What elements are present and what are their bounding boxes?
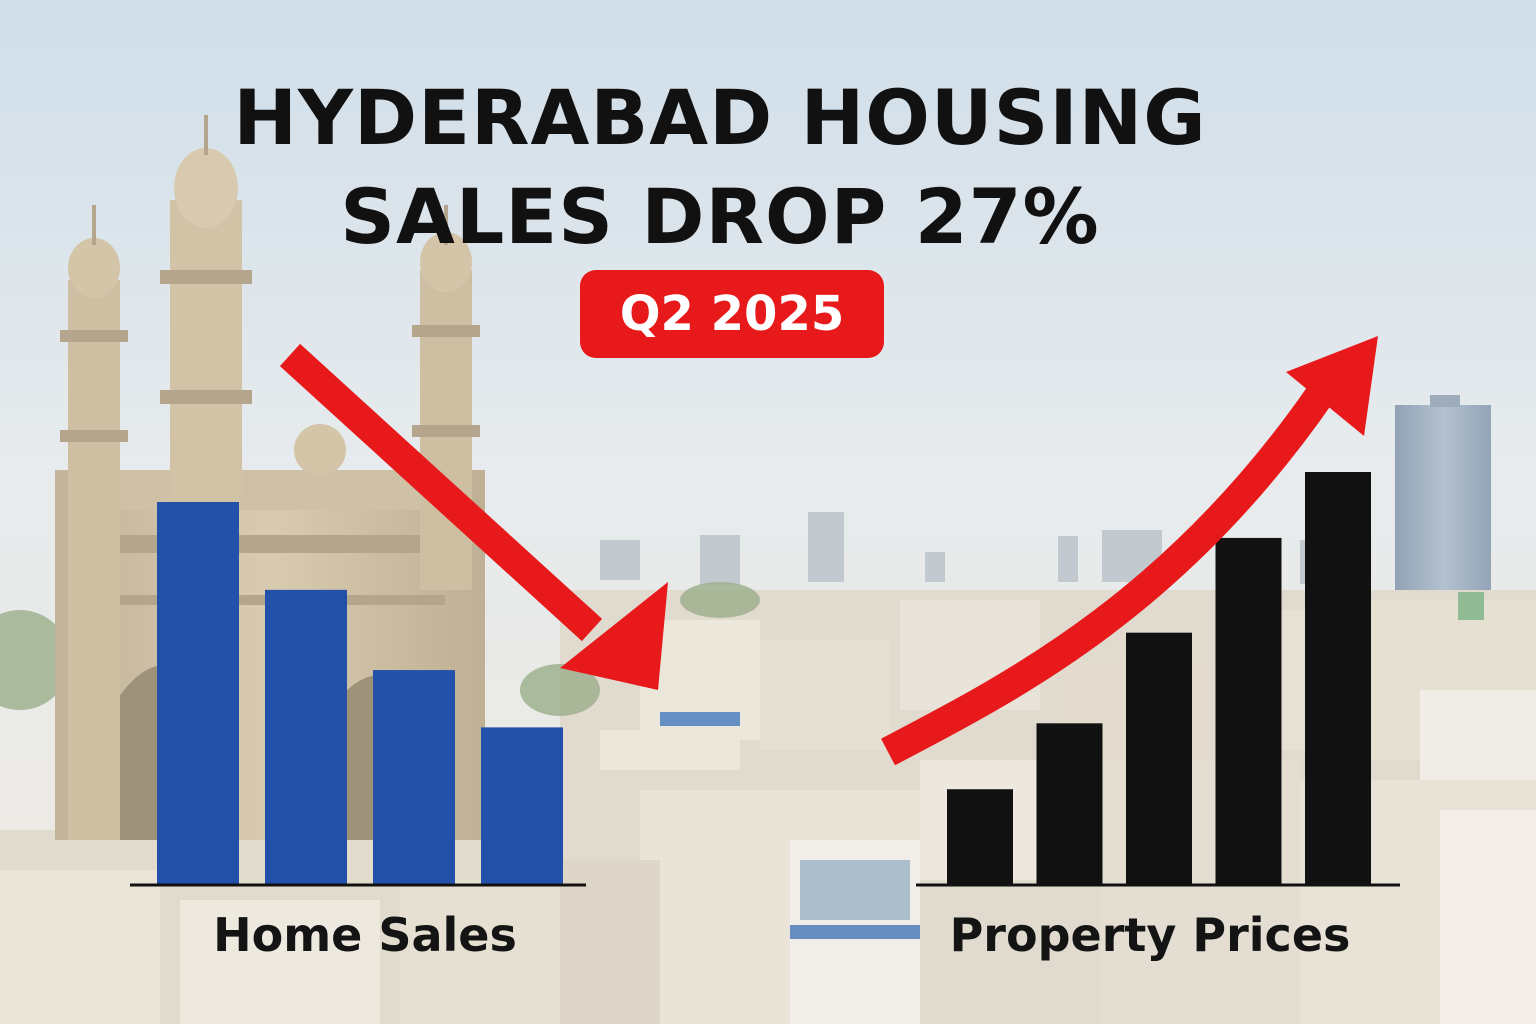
property-prices-bar-2 (1036, 723, 1103, 884)
property-prices-axis-label: Property Prices (949, 908, 1351, 962)
home-sales-axis-label: Home Sales (213, 908, 517, 962)
home-sales-bar-3 (373, 670, 455, 884)
trees (0, 582, 760, 716)
property-prices-bar-5 (1305, 472, 1371, 884)
home-sales-chart (130, 502, 586, 887)
downward-trend-arrow-icon (279, 343, 668, 690)
home-sales-bar-4 (481, 727, 563, 884)
high-rise-tower (1395, 395, 1491, 605)
property-prices-bar-1 (947, 789, 1013, 884)
property-prices-bar-3 (1126, 632, 1192, 884)
headline-line-2: SALES DROP 27% (340, 172, 1100, 261)
home-sales-bar-2 (265, 589, 347, 884)
home-sales-bar-1 (157, 502, 239, 884)
period-badge: Q2 2025 (580, 270, 884, 358)
property-prices-chart (916, 472, 1400, 887)
upward-trend-arrow-icon (881, 336, 1378, 766)
property-prices-bar-4 (1215, 537, 1282, 884)
headline-line-1: HYDERABAD HOUSING (233, 73, 1207, 162)
